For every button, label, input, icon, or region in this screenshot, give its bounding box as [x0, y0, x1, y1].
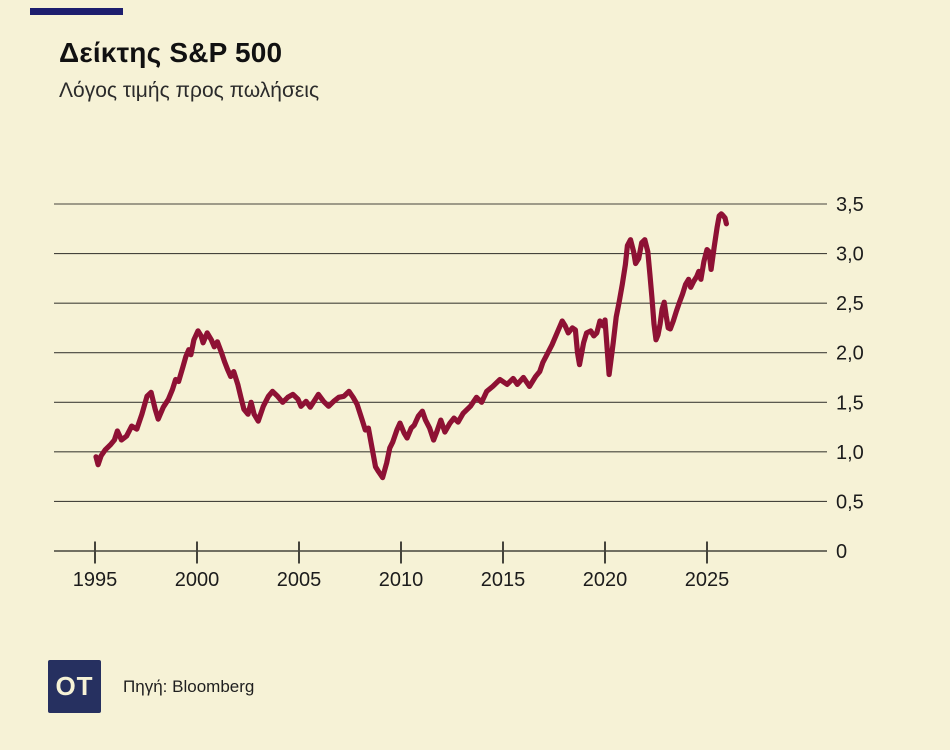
accent-bar — [30, 8, 123, 15]
x-tick-label: 2015 — [481, 569, 526, 591]
footer: OT Πηγή: Bloomberg — [48, 660, 254, 713]
y-tick-label: 1,0 — [836, 442, 864, 464]
page-subtitle: Λόγος τιμής προς πωλήσεις — [59, 78, 320, 102]
x-tick-label: 2005 — [277, 569, 322, 591]
x-tick-label: 2020 — [583, 569, 628, 591]
y-tick-label: 2,0 — [836, 343, 864, 365]
page-title: Δείκτης S&P 500 — [59, 37, 283, 68]
y-tick-label: 2,5 — [836, 293, 864, 315]
ot-logo: OT — [48, 660, 101, 713]
source-label: Πηγή: Bloomberg — [123, 676, 255, 696]
y-tick-label: 0 — [836, 541, 847, 563]
x-tick-label: 2025 — [685, 569, 730, 591]
x-tick-label: 2000 — [175, 569, 220, 591]
y-tick-label: 1,5 — [836, 392, 864, 414]
y-tick-label: 3,5 — [836, 194, 864, 216]
series-line — [93, 211, 730, 481]
x-tick-label: 1995 — [73, 569, 118, 591]
y-tick-label: 0,5 — [836, 491, 864, 513]
chart-header: Δείκτης S&P 500 Λόγος τιμής προς πωλήσει… — [59, 36, 319, 103]
y-tick-label: 3,0 — [836, 244, 864, 266]
x-tick-label: 2010 — [379, 569, 424, 591]
ot-logo-text: OT — [55, 671, 94, 701]
